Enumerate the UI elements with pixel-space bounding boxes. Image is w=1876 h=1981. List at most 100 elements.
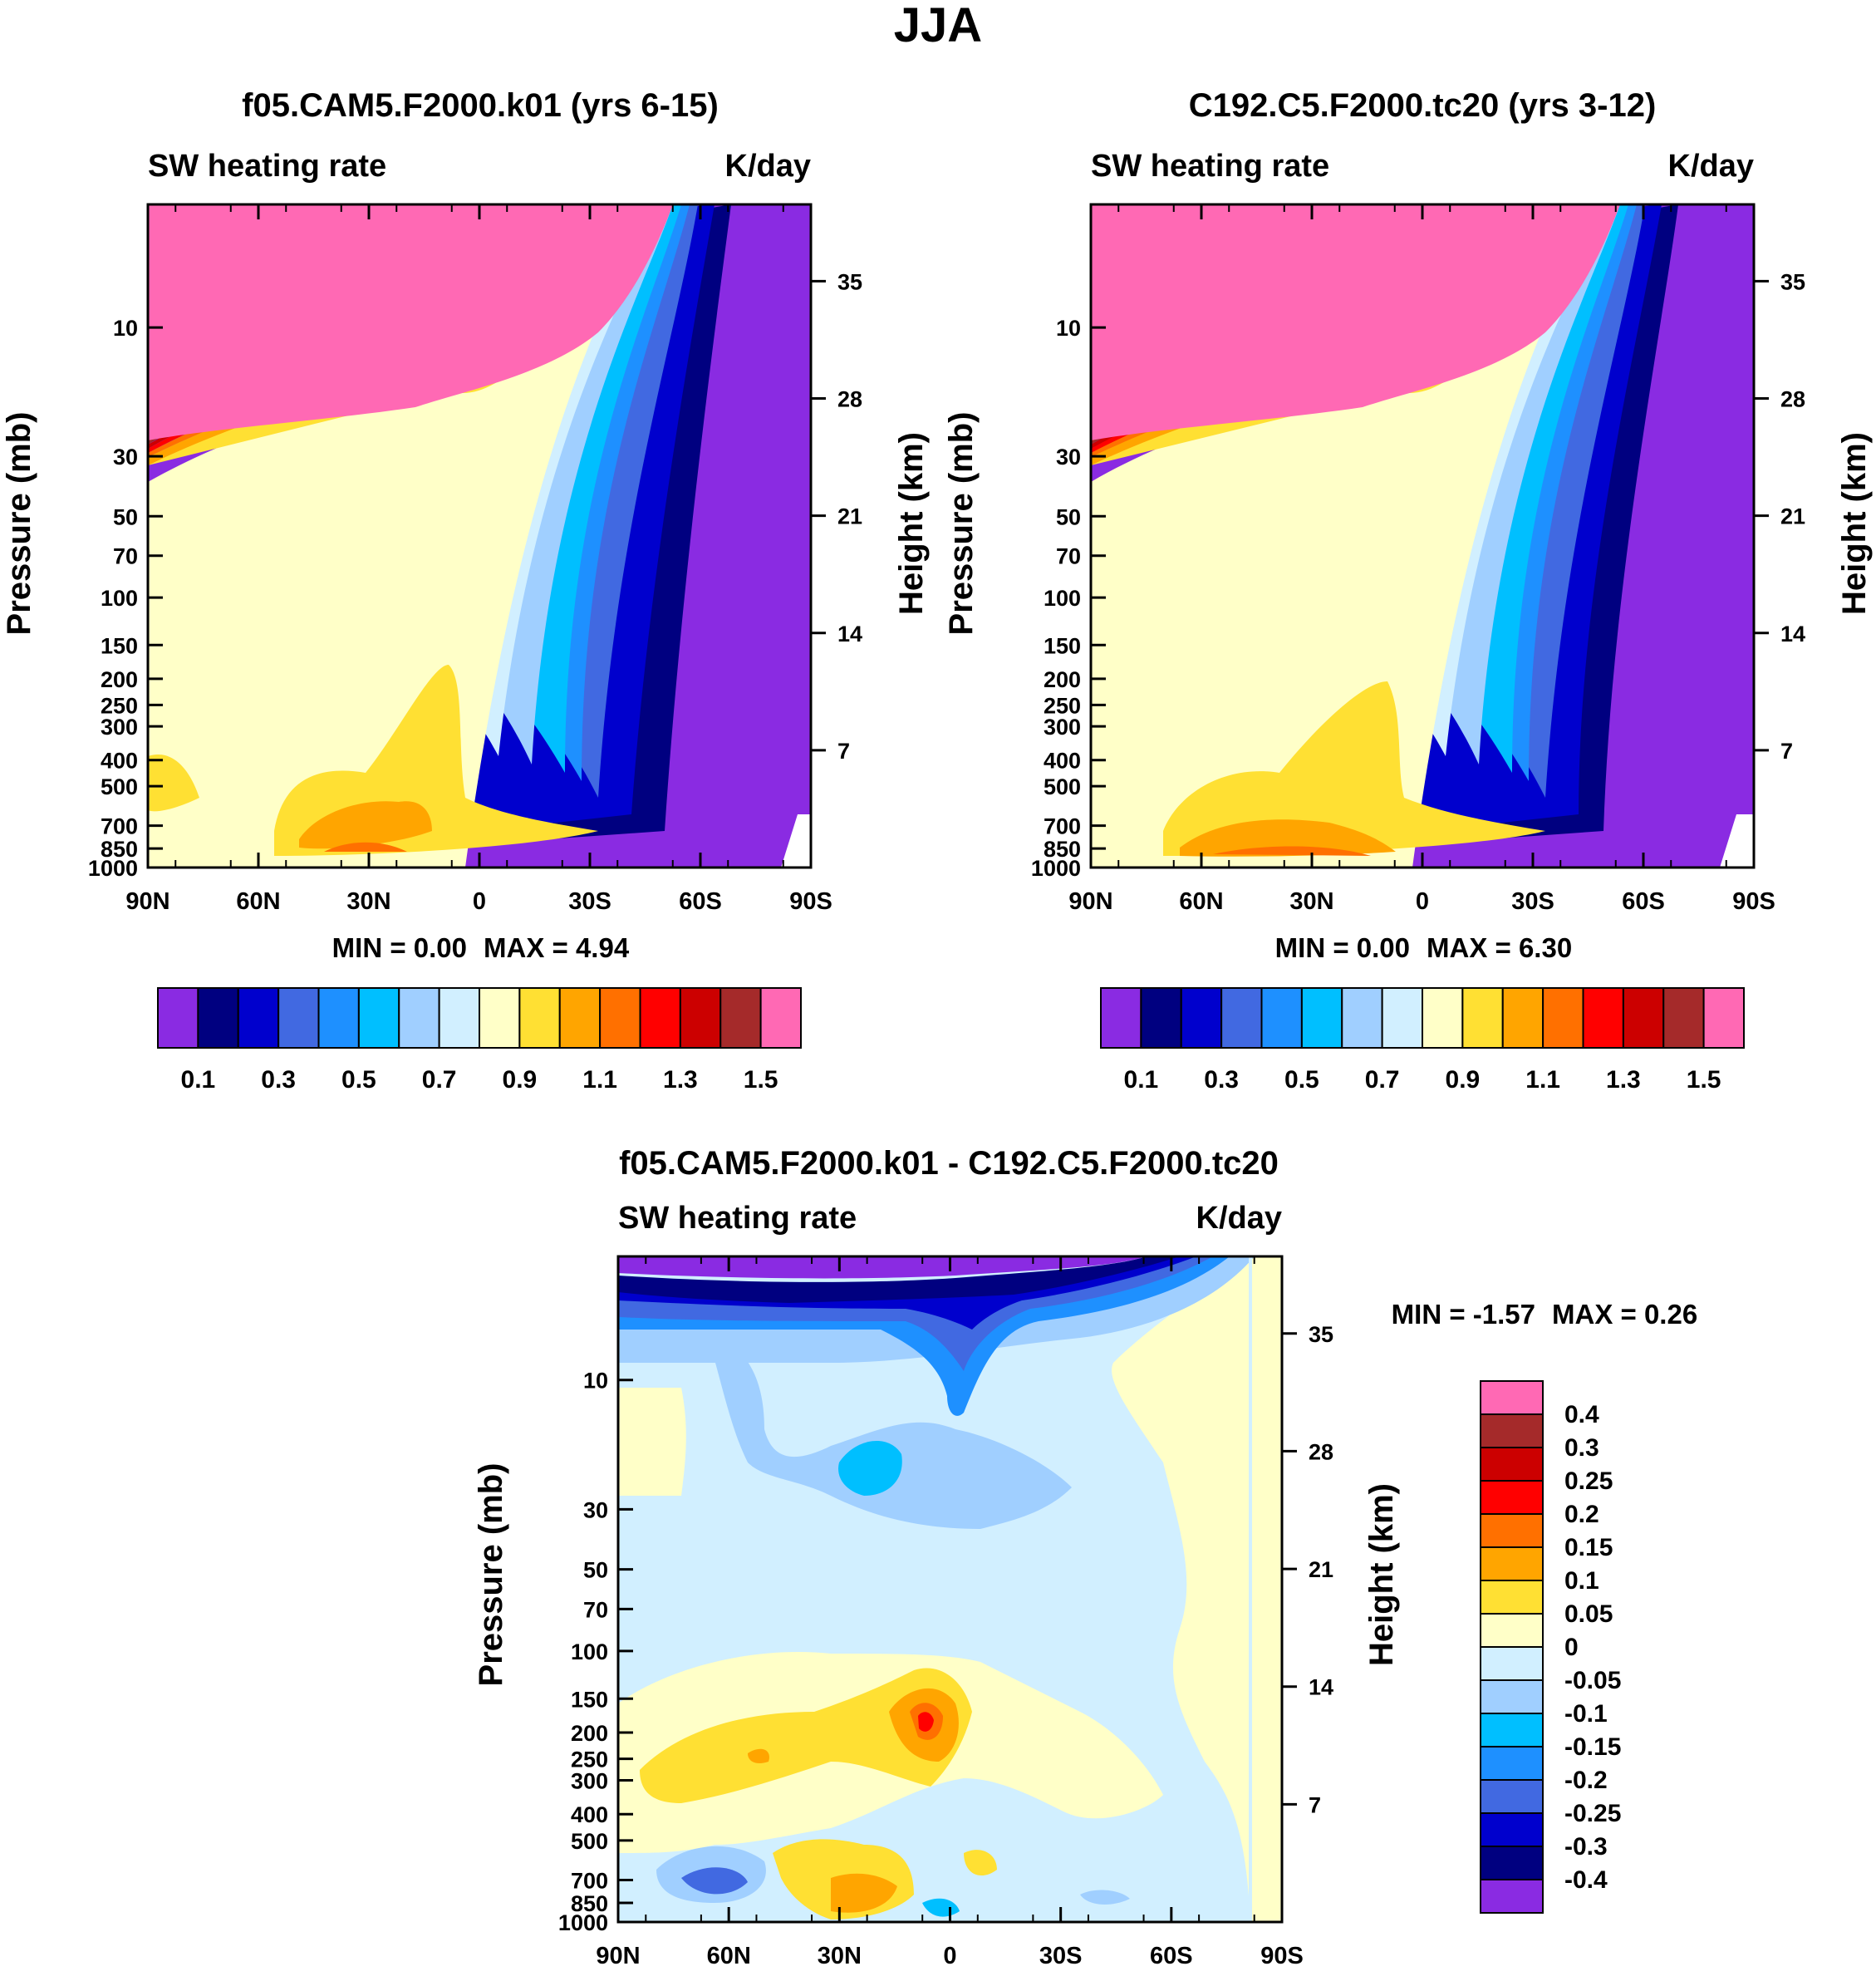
y-tick-label: 200 [101, 667, 138, 692]
colorbar-swatch [558, 987, 602, 1049]
y2-tick-label: 14 [1780, 622, 1805, 646]
colorbar-swatch [479, 987, 521, 1049]
y-tick-label: 1000 [1031, 856, 1081, 881]
y-tick-label: 300 [571, 1768, 608, 1793]
y-tick-label: 850 [571, 1891, 608, 1916]
colorbar-swatch [1480, 1447, 1544, 1482]
colorbar-swatch [1480, 1413, 1544, 1448]
y-axis-label: Pressure (mb) [473, 1463, 509, 1687]
y-tick-label: 30 [113, 445, 138, 469]
units-label: K/day [725, 149, 811, 184]
y-tick-label: 300 [101, 715, 138, 740]
field-plot [146, 203, 813, 869]
y2-tick-label: 7 [1780, 739, 1793, 764]
x-tick-label: 90S [789, 888, 832, 915]
colorbar-swatch [1480, 1380, 1544, 1415]
colorbar-label: 0.3 [1204, 1066, 1239, 1094]
y-tick-label: 700 [571, 1868, 608, 1893]
units-label: K/day [1668, 149, 1754, 184]
y2-tick-label: 35 [837, 269, 862, 294]
colorbar-swatch [1480, 1613, 1544, 1648]
y2-tick-label: 14 [1309, 1675, 1333, 1700]
colorbar-label: 1.3 [663, 1066, 698, 1094]
colorbar-swatch [197, 987, 239, 1049]
x-tick-label: 30N [818, 1943, 862, 1969]
colorbar-label: 0.7 [1365, 1066, 1400, 1094]
x-tick-label: 90N [1068, 888, 1112, 915]
colorbar-swatch [1662, 987, 1705, 1049]
variable-label: SW heating rate [1091, 149, 1329, 184]
colorbar-swatch [317, 987, 360, 1049]
y-tick-label: 250 [101, 693, 138, 718]
axes: 1030507010015020025030040050070085010007… [558, 1256, 1333, 1969]
panel-title: C192.C5.F2000.tc20 (yrs 3-12) [1189, 87, 1657, 124]
y-tick-label: 250 [1044, 693, 1081, 718]
colorbar-label: -0.3 [1564, 1833, 1608, 1861]
y-tick-label: 50 [1056, 504, 1081, 529]
x-tick-label: 60S [1150, 1943, 1193, 1969]
colorbar-label: 0.25 [1564, 1467, 1613, 1495]
y2-axis-label: Height (km) [893, 432, 930, 615]
colorbar-swatch [1480, 1580, 1544, 1615]
colorbar-swatch [1422, 987, 1464, 1049]
colorbar-label: -0.1 [1564, 1700, 1608, 1728]
y2-tick-label: 28 [1309, 1439, 1333, 1464]
x-tick-label: 60N [1179, 888, 1223, 915]
y-tick-label: 10 [1056, 316, 1081, 341]
colorbar-label: 0.3 [1564, 1434, 1599, 1462]
colorbar-swatch [1140, 987, 1182, 1049]
y-tick-label: 300 [1044, 715, 1081, 740]
colorbar-label: 1.1 [1525, 1066, 1560, 1094]
panel-difference: f05.CAM5.F2000.k01 - C192.C5.F2000.tc20 … [473, 1145, 1697, 1969]
colorbar-label: 1.3 [1606, 1066, 1641, 1094]
x-tick-label: 60N [236, 888, 280, 915]
x-tick-label: 60N [707, 1943, 751, 1969]
y-tick-label: 50 [113, 504, 138, 529]
colorbar-swatch [1480, 1546, 1544, 1581]
colorbar-swatch [1220, 987, 1263, 1049]
colorbar-swatch [1461, 987, 1504, 1049]
colorbar-swatch [1480, 1713, 1544, 1748]
y-tick-label: 500 [571, 1829, 608, 1854]
x-tick-label: 30S [568, 888, 611, 915]
axes: 1030507010015020025030040050070085010007… [1031, 204, 1805, 915]
y-tick-label: 100 [101, 586, 138, 611]
colorbar-label: 0.05 [1564, 1600, 1613, 1628]
panel-title: f05.CAM5.F2000.k01 - C192.C5.F2000.tc20 [619, 1145, 1279, 1182]
y2-tick-label: 35 [1309, 1322, 1333, 1347]
colorbar-swatch [719, 987, 762, 1049]
y-tick-label: 30 [1056, 445, 1081, 469]
colorbar-label: 0.7 [422, 1066, 457, 1094]
colorbar-swatch [438, 987, 480, 1049]
colorbar-swatch [1480, 1812, 1544, 1847]
colorbar-label: 0.9 [503, 1066, 538, 1094]
y-tick-label: 250 [571, 1748, 608, 1772]
variable-label: SW heating rate [618, 1201, 857, 1236]
colorbar-label: 0.9 [1446, 1066, 1481, 1094]
y-tick-label: 400 [101, 749, 138, 774]
y-tick-label: 400 [571, 1802, 608, 1827]
colorbar-label: 0 [1564, 1634, 1579, 1661]
colorbar-label: 0.1 [1124, 1066, 1159, 1094]
x-tick-label: 30S [1039, 1943, 1083, 1969]
y2-tick-label: 28 [837, 387, 862, 412]
y-tick-label: 100 [571, 1639, 608, 1664]
y-tick-label: 70 [113, 544, 138, 569]
y2-tick-label: 21 [837, 504, 862, 529]
y2-tick-label: 21 [1309, 1557, 1333, 1582]
colorbar-label: 1.1 [582, 1066, 617, 1094]
colorbar-label: -0.15 [1564, 1733, 1621, 1761]
colorbar-label: 1.5 [1687, 1066, 1721, 1094]
y2-tick-label: 7 [837, 739, 850, 764]
x-tick-label: 0 [1416, 888, 1429, 915]
colorbar-label: 0.1 [181, 1066, 216, 1094]
y-tick-label: 700 [1044, 814, 1081, 839]
max-value: MAX = 4.94 [484, 932, 630, 963]
colorbar-swatch [1702, 987, 1745, 1049]
colorbar-label: 0.4 [1564, 1401, 1599, 1428]
y-tick-label: 500 [101, 774, 138, 799]
y2-tick-label: 14 [837, 622, 862, 646]
y-tick-label: 400 [1044, 749, 1081, 774]
y-axis-label: Pressure (mb) [943, 412, 980, 636]
y-tick-label: 70 [583, 1597, 608, 1622]
